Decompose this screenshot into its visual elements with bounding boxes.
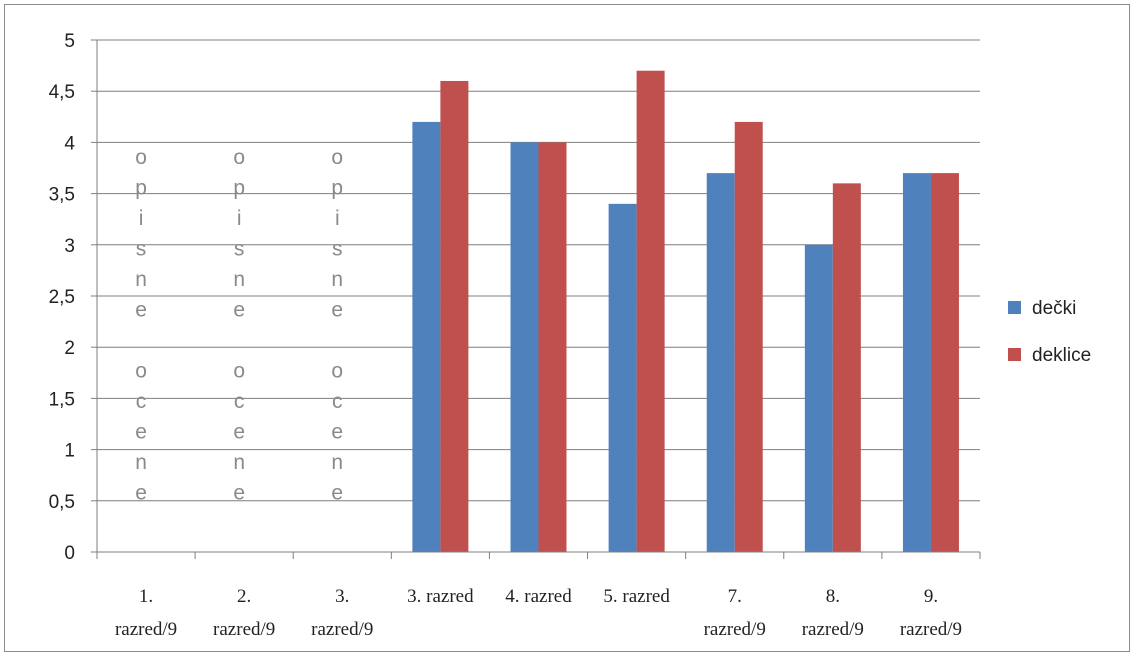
x-tick-label-line: 1.: [139, 586, 153, 607]
annotation-char: o: [135, 360, 147, 383]
annotation-char: n: [233, 451, 245, 474]
x-tick-label: 5. razred: [603, 586, 670, 607]
y-tick-label: 2,5: [49, 287, 75, 308]
y-tick-label: 5: [64, 31, 75, 52]
annotation-char: i: [237, 207, 242, 230]
x-tick-label-line: razred/9: [900, 619, 962, 640]
annotation-char: n: [331, 268, 343, 291]
annotation-char: p: [233, 177, 245, 200]
bar-decki: [804, 244, 833, 553]
annotation-char: c: [332, 390, 343, 413]
y-axis: 0 0,5 1 1,5 2 2,5 3 3,5 4 4,5 5: [49, 31, 98, 564]
x-tick-label: 8. razred/9: [802, 586, 864, 640]
annotation-char: s: [136, 238, 147, 261]
annotation-char: n: [331, 451, 343, 474]
annotation-char: o: [331, 360, 343, 383]
bar-deklice: [832, 183, 861, 553]
x-tick-label: 1. razred/9: [115, 586, 177, 640]
y-tick-label: 4,5: [49, 82, 75, 103]
annotation-char: e: [233, 299, 245, 322]
x-tick-label-line: 8.: [826, 586, 840, 607]
x-tick-label-line: razred/9: [311, 619, 373, 640]
x-tick-label: 4. razred: [505, 586, 572, 607]
x-tick-label-line: 7.: [728, 586, 742, 607]
annotation-char: i: [139, 207, 144, 230]
y-tick-label: 3,5: [49, 185, 75, 206]
annotation-char: o: [331, 146, 343, 169]
annotation-char: e: [135, 299, 147, 322]
x-tick-label-line: 5. razred: [603, 586, 670, 607]
x-tick-label-line: 3. razred: [407, 586, 474, 607]
x-tick-label: 9. razred/9: [900, 586, 962, 640]
annotation-char: c: [234, 390, 245, 413]
annotation-char: p: [135, 177, 147, 200]
annotation-char: n: [135, 451, 147, 474]
x-tick-label-line: razred/9: [115, 619, 177, 640]
annotation-char: i: [335, 207, 340, 230]
bar-deklice: [538, 142, 567, 552]
bar-deklice: [930, 173, 959, 552]
legend-swatch: [1008, 348, 1021, 361]
annotation-char: s: [234, 238, 245, 261]
annotation-char: o: [233, 146, 245, 169]
bar-decki: [706, 173, 735, 552]
legend-swatch: [1008, 301, 1021, 314]
annotation-char: o: [233, 360, 245, 383]
legend-label: deklice: [1032, 345, 1091, 366]
bar-deklice: [636, 70, 665, 552]
legend: dečki deklice: [1008, 298, 1091, 366]
annotation-char: e: [331, 299, 343, 322]
annotation-char: e: [331, 482, 343, 505]
annotation-char: e: [233, 482, 245, 505]
x-axis: 1. razred/9 2. razred/9 3. razred/9 3. razred 4…: [96, 551, 981, 640]
y-tick-label: 4: [64, 133, 75, 154]
annotation-char: n: [135, 268, 147, 291]
y-tick-label: 0,5: [49, 492, 75, 513]
annotation-char: p: [331, 177, 343, 200]
annotation-char: e: [233, 421, 245, 444]
bar-decki: [412, 121, 441, 553]
y-tick-label: 1,5: [49, 389, 75, 410]
y-tick-label: 3: [64, 236, 75, 257]
bar-deklice: [734, 121, 763, 553]
x-tick-label: 2. razred/9: [213, 586, 275, 640]
annotation-char: e: [135, 482, 147, 505]
legend-label: dečki: [1032, 298, 1076, 319]
legend-entry-deklice: deklice: [1008, 345, 1091, 366]
y-tick-label: 0: [64, 543, 75, 564]
x-tick-label: 3. razred: [407, 586, 474, 607]
annotation-char: s: [332, 238, 343, 261]
x-tick-label-line: razred/9: [704, 619, 766, 640]
x-tick-label-line: 9.: [924, 586, 938, 607]
annotation-char: e: [135, 421, 147, 444]
y-tick-label: 2: [64, 338, 75, 359]
bars: [412, 70, 959, 553]
annotation-char: o: [135, 146, 147, 169]
x-tick-label-line: razred/9: [213, 619, 275, 640]
annotation-char: e: [331, 421, 343, 444]
x-tick-label-line: 3.: [335, 586, 349, 607]
x-tick-label: 7. razred/9: [704, 586, 766, 640]
annotation-char: n: [233, 268, 245, 291]
bar-decki: [608, 203, 637, 552]
bar-decki: [902, 173, 931, 552]
x-tick-label-line: 2.: [237, 586, 251, 607]
x-tick-label-line: 4. razred: [505, 586, 572, 607]
annotation-char: c: [136, 390, 147, 413]
bar-deklice: [440, 80, 469, 553]
x-tick-label-line: razred/9: [802, 619, 864, 640]
y-tick-label: 1: [64, 441, 75, 462]
bar-decki: [510, 142, 539, 552]
legend-entry-decki: dečki: [1008, 298, 1076, 319]
x-tick-label: 3. razred/9: [311, 586, 373, 640]
